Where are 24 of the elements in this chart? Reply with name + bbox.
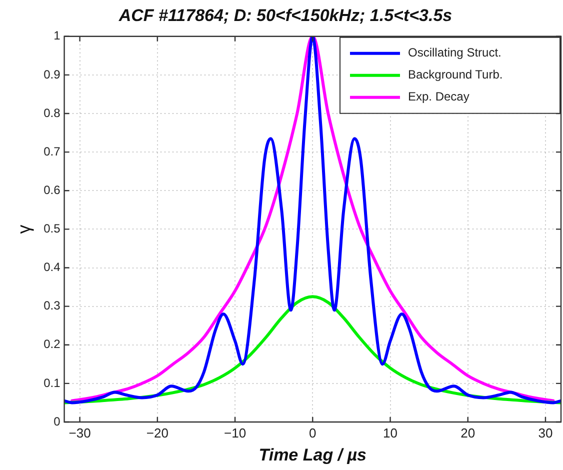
legend-label: Oscillating Struct. xyxy=(408,46,502,60)
y-tick-label: 0.9 xyxy=(44,67,61,82)
y-tick-label: 0.5 xyxy=(44,222,61,236)
y-tick-label: 0.8 xyxy=(44,106,61,120)
x-tick-label: −30 xyxy=(68,425,91,440)
y-tick-label: 0.1 xyxy=(44,376,61,390)
y-tick-label: 0 xyxy=(54,414,61,428)
x-tick-label: −10 xyxy=(224,425,246,440)
y-tick-label: 0.4 xyxy=(44,260,61,274)
y-tick-label: 0.6 xyxy=(44,182,61,197)
y-tick-label: 0.7 xyxy=(44,144,61,158)
x-tick-label: 0 xyxy=(309,425,316,440)
x-tick-label: 10 xyxy=(383,425,398,440)
y-tick-label: 0.2 xyxy=(44,337,61,352)
y-axis-title: γ xyxy=(14,224,34,234)
y-tick-label: 1 xyxy=(54,28,61,43)
x-tick-label: 20 xyxy=(460,425,476,440)
legend-label: Background Turb. xyxy=(408,68,503,82)
x-tick-label: −20 xyxy=(146,425,168,440)
x-axis-title: Time Lag / µs xyxy=(258,445,367,464)
chart-title: ACF #117864; D: 50<f<150kHz; 1.5<t<3.5s xyxy=(118,6,452,25)
legend-label: Exp. Decay xyxy=(408,90,470,104)
x-tick-label: 30 xyxy=(538,425,553,440)
y-tick-label: 0.3 xyxy=(44,298,61,313)
